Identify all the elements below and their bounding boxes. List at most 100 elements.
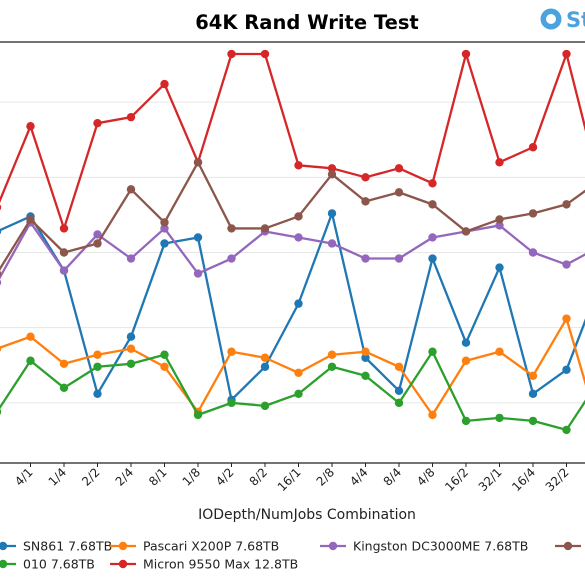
data-point — [495, 158, 504, 167]
x-tick-label: 1/8 — [180, 465, 204, 489]
data-point — [126, 112, 136, 122]
data-point — [26, 215, 35, 224]
series-line — [0, 161, 585, 271]
data-point — [461, 49, 471, 59]
data-point — [327, 350, 337, 359]
data-point — [0, 279, 2, 286]
data-point — [461, 356, 471, 365]
data-point — [0, 228, 2, 235]
data-point — [394, 362, 404, 371]
x-tick-label: 4/8 — [414, 465, 438, 489]
data-point — [327, 239, 337, 248]
legend-swatch-marker — [328, 541, 338, 551]
legend-swatch-marker — [0, 541, 8, 551]
data-point — [93, 230, 102, 239]
data-point — [26, 332, 35, 341]
grid — [0, 101, 585, 404]
data-point — [160, 79, 169, 89]
data-point — [0, 408, 2, 415]
data-point — [193, 158, 203, 167]
data-point — [327, 164, 337, 173]
data-point — [126, 332, 136, 341]
data-point — [59, 224, 69, 233]
x-axis-label: IODepth/NumJobs Combination — [198, 507, 416, 523]
data-point — [93, 362, 102, 371]
legend-label: Kingston DC3000ME 7.68TB — [353, 539, 528, 554]
data-point — [126, 359, 136, 368]
data-point — [126, 185, 136, 194]
series-3 — [0, 49, 585, 233]
data-point — [93, 118, 102, 128]
data-point — [193, 410, 203, 420]
data-point — [495, 221, 504, 230]
data-point — [260, 353, 270, 362]
data-point — [361, 371, 370, 380]
data-point — [260, 224, 270, 233]
series-line — [0, 317, 585, 417]
data-point — [294, 368, 303, 377]
data-point — [361, 173, 370, 182]
data-point — [361, 197, 370, 206]
data-point — [59, 266, 69, 275]
x-tick-label: 4/2 — [213, 465, 237, 489]
data-point — [428, 179, 437, 188]
data-point — [361, 353, 370, 362]
data-point — [562, 260, 571, 269]
data-point — [294, 299, 303, 308]
x-tick-label: 8/2 — [247, 465, 271, 489]
legend-item: Micron 9550 Max 12.8TB — [110, 557, 298, 572]
logo-inner-icon — [546, 14, 556, 24]
data-point — [59, 248, 69, 257]
data-point — [562, 200, 571, 209]
legend-item: SN861 7.68TB — [0, 539, 112, 554]
legend-swatch-marker — [0, 559, 8, 569]
data-point — [528, 371, 538, 380]
data-point — [495, 347, 504, 356]
legend-item — [555, 541, 581, 551]
legend-item: Pascari X200P 7.68TB — [110, 539, 279, 554]
x-tick-label: 4/1 — [12, 465, 36, 489]
data-point — [227, 49, 236, 59]
data-point — [495, 215, 504, 224]
legend-swatch-marker — [563, 541, 573, 551]
data-point — [59, 359, 69, 368]
logo-text: St — [566, 8, 585, 32]
data-point — [193, 233, 203, 242]
data-point — [327, 209, 337, 218]
data-point — [562, 425, 571, 435]
data-point — [495, 263, 504, 272]
x-tick-label: 4/4 — [347, 465, 371, 489]
data-point — [93, 239, 102, 248]
data-point — [93, 389, 102, 399]
x-tick-label: 2/4 — [113, 465, 137, 489]
data-point — [160, 362, 169, 371]
data-point — [0, 270, 2, 277]
data-point — [26, 122, 35, 131]
data-point — [93, 350, 102, 359]
data-point — [528, 209, 538, 218]
chart-title: 64K Rand Write Test — [195, 11, 419, 34]
data-point — [160, 218, 169, 227]
data-point — [227, 398, 236, 408]
data-point — [562, 314, 571, 323]
data-point — [294, 233, 303, 242]
data-point — [160, 239, 169, 248]
data-point — [528, 143, 538, 152]
data-point — [126, 254, 136, 263]
data-point — [394, 164, 404, 173]
x-tick-label: 32/1 — [476, 465, 505, 494]
logo: St — [540, 8, 585, 32]
data-point — [394, 188, 404, 197]
data-point — [227, 347, 236, 356]
data-point — [227, 254, 236, 263]
legend-label: Pascari X200P 7.68TB — [143, 539, 279, 554]
series-line — [0, 221, 585, 280]
data-point — [126, 344, 136, 353]
data-point — [528, 389, 538, 399]
x-axis: 4/1 1/4 2/2 2/4 8/1 1/8 4/2 8/2 16/1 2/8 4/4 8/4 4/8… — [12, 463, 572, 494]
x-tick-label: 8/1 — [146, 465, 170, 489]
legend-item: 010 7.68TB — [0, 557, 95, 572]
series-1 — [0, 314, 585, 420]
legend-swatch-marker — [118, 541, 128, 551]
data-point — [394, 398, 404, 408]
